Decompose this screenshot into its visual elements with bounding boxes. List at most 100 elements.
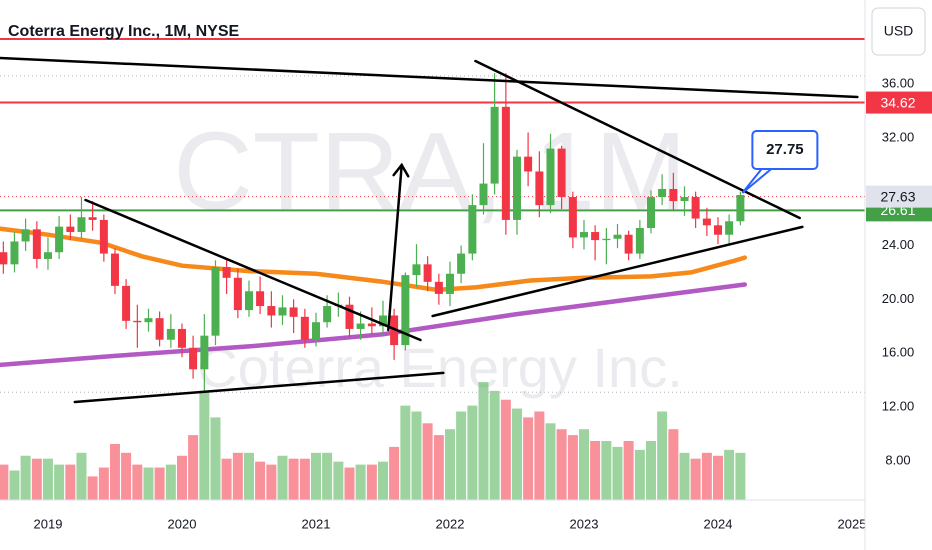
- candle-body: [356, 323, 365, 329]
- volume-bar: [277, 455, 288, 500]
- volume-bar: [20, 455, 31, 500]
- trend-line: [474, 59, 801, 220]
- volume-bar: [690, 458, 701, 500]
- currency-label[interactable]: USD: [884, 23, 914, 39]
- volume-bar: [0, 464, 9, 500]
- candle-body: [0, 252, 8, 265]
- candle-body: [591, 232, 600, 241]
- candle-body: [624, 234, 633, 254]
- volume-bar: [266, 464, 277, 500]
- volume-bar: [199, 390, 210, 500]
- callout-label: 27.75: [766, 141, 804, 158]
- volume-bar: [42, 458, 53, 500]
- volume-bar: [612, 446, 623, 500]
- candle-body: [55, 226, 64, 253]
- volume-bar: [344, 467, 355, 500]
- trend-line: [387, 163, 403, 332]
- volume-bar: [634, 449, 645, 500]
- y-tick-label: 20.00: [882, 291, 915, 306]
- volume-bar: [500, 399, 511, 500]
- volume-bar: [478, 382, 489, 500]
- candle-body: [323, 306, 332, 323]
- candle-body: [423, 264, 432, 282]
- y-tick-label: 8.00: [885, 452, 910, 467]
- candle-body: [546, 148, 555, 206]
- trend-line: [0, 56, 859, 99]
- callout-box: [751, 130, 819, 171]
- volume-bar: [188, 435, 199, 500]
- candle-body: [300, 316, 309, 340]
- volume-bar: [132, 464, 143, 500]
- volume-bar: [377, 461, 388, 500]
- volume-bar: [645, 441, 656, 500]
- candle-body: [680, 197, 689, 202]
- x-tick-label: 2025: [838, 516, 867, 531]
- trend-line: [431, 225, 804, 318]
- candle-body: [311, 322, 320, 340]
- candle-body: [736, 195, 745, 222]
- candle-body: [412, 264, 421, 276]
- volume-bar: [411, 411, 422, 500]
- volume-bar: [98, 467, 109, 500]
- volume-bar: [444, 429, 455, 500]
- candle-body: [177, 328, 186, 348]
- volume-bar: [456, 411, 467, 500]
- candle-body: [256, 291, 265, 307]
- candle-body: [445, 273, 454, 294]
- candle-body: [43, 252, 52, 259]
- price-label: 34.62: [880, 94, 915, 110]
- candle-body: [378, 315, 387, 327]
- candle-body: [88, 217, 97, 220]
- candle-body: [568, 197, 577, 238]
- volume-bar: [567, 435, 578, 500]
- volume-bar: [87, 476, 98, 500]
- volume-bar: [9, 470, 20, 500]
- candle-body: [133, 320, 142, 323]
- volume-bar: [467, 405, 478, 500]
- price-label-box: [866, 91, 932, 114]
- candle-body: [21, 229, 30, 242]
- candle-body: [122, 285, 131, 321]
- volume-bar: [601, 441, 612, 500]
- candle-body: [401, 275, 410, 346]
- x-tick-label: 2021: [302, 516, 331, 531]
- volume-bar: [724, 449, 735, 500]
- price-label-box: [866, 185, 932, 208]
- volume-bar: [232, 452, 243, 500]
- volume-bar: [333, 461, 344, 500]
- candle-body: [222, 267, 231, 278]
- currency-button[interactable]: [871, 7, 926, 56]
- volume-bar: [623, 441, 634, 500]
- candle-body: [557, 148, 566, 198]
- candle-body: [233, 277, 242, 311]
- volume-bar: [255, 461, 266, 500]
- candle-body: [10, 241, 19, 265]
- y-tick-label: 16.00: [882, 345, 915, 360]
- candle-body: [512, 156, 521, 220]
- volume-bar: [578, 429, 589, 500]
- candle-body: [613, 234, 622, 239]
- volume-bar: [210, 417, 221, 500]
- trend-line: [84, 198, 422, 342]
- volume-bar: [154, 467, 165, 500]
- volume-bar: [400, 405, 411, 500]
- volume-bar: [735, 452, 746, 500]
- candle-body: [278, 307, 287, 316]
- candle-body: [110, 253, 119, 286]
- candle-body: [669, 188, 678, 202]
- volume-bar: [310, 452, 321, 500]
- volume-bar: [511, 408, 522, 500]
- x-tick-label: 2019: [34, 516, 63, 531]
- candle-body: [345, 304, 354, 329]
- volume-bar: [712, 455, 723, 500]
- volume-bar: [489, 390, 500, 500]
- candle-body: [702, 218, 711, 226]
- x-tick-label: 2024: [704, 516, 733, 531]
- candle-body: [66, 226, 75, 233]
- volume-bar: [243, 452, 254, 500]
- volume-bar: [389, 446, 400, 500]
- trend-line: [73, 371, 445, 404]
- candle-body: [77, 217, 86, 233]
- volume-bar: [590, 441, 601, 500]
